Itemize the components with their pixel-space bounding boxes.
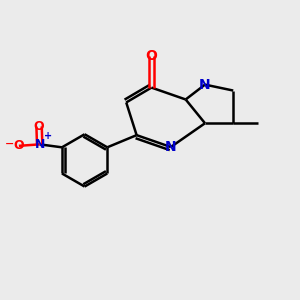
Text: N: N [34,138,45,151]
Text: −: − [5,140,14,149]
Text: O: O [14,139,24,152]
Text: O: O [146,50,158,63]
Text: N: N [165,140,177,154]
Text: +: + [44,131,52,141]
Text: N: N [199,78,211,92]
Text: O: O [34,120,44,133]
